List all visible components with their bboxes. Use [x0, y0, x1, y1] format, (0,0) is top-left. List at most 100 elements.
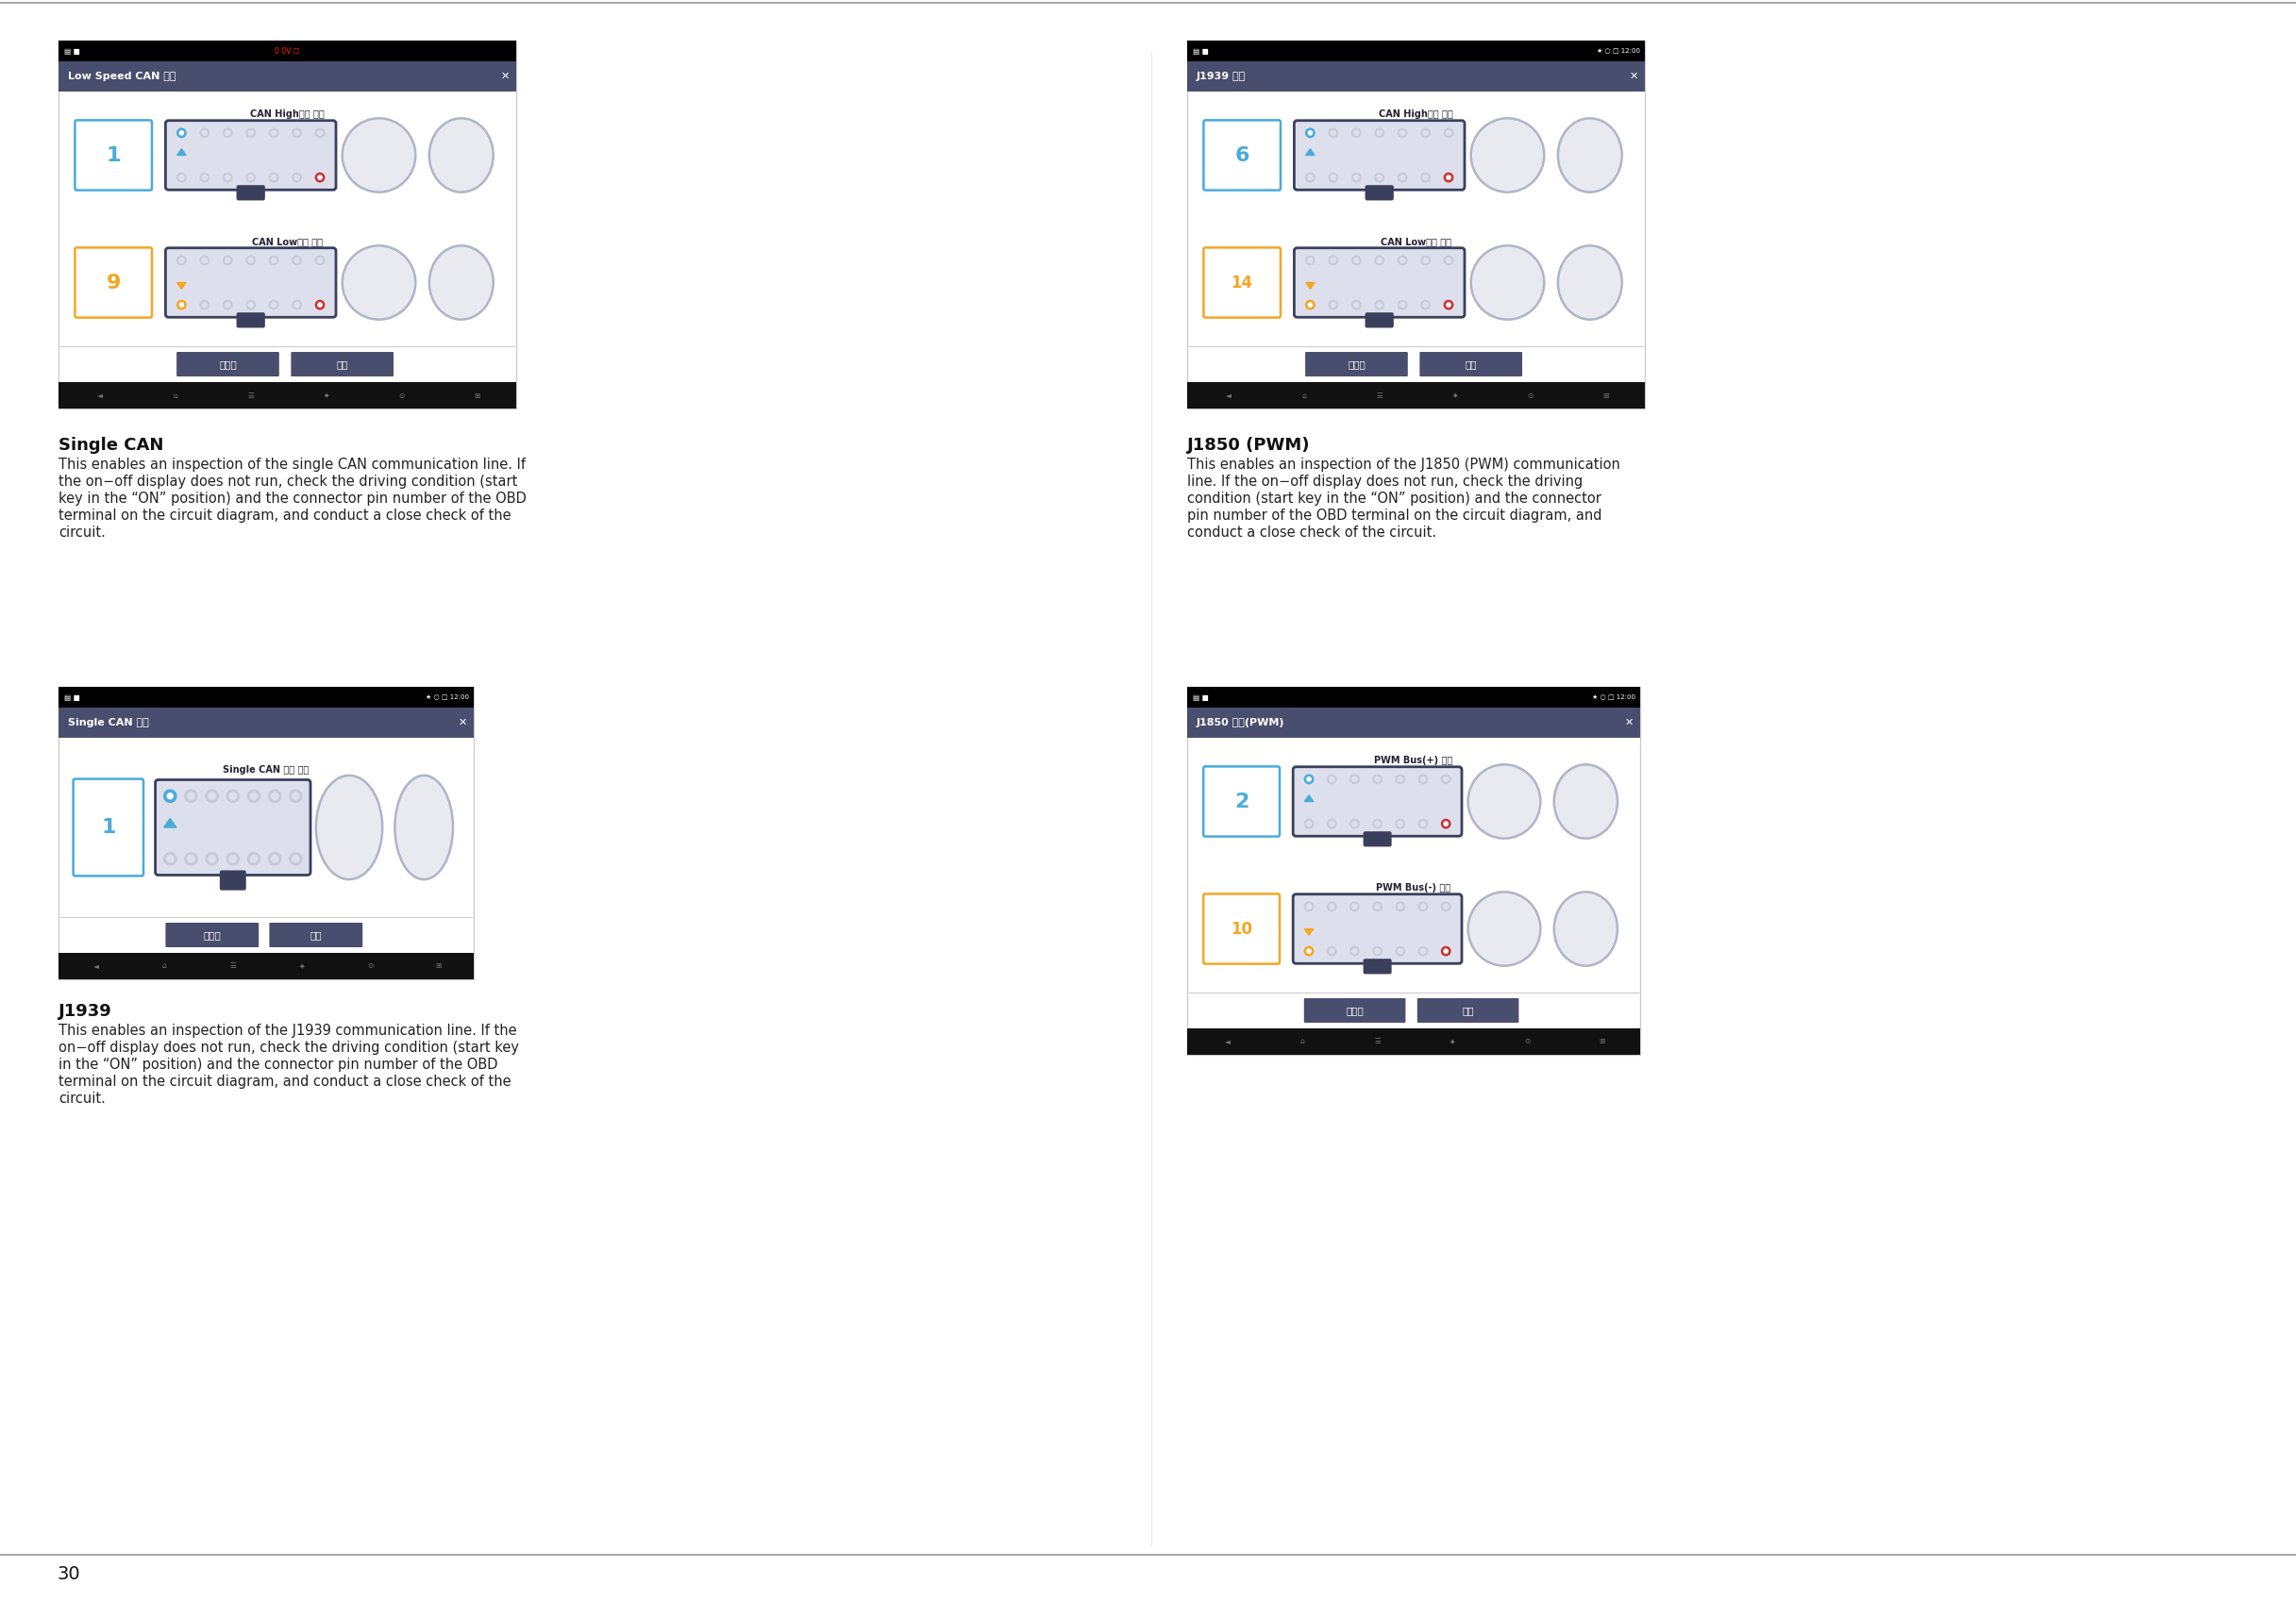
Circle shape	[315, 128, 324, 138]
Circle shape	[271, 303, 276, 308]
Text: CAN Low라인 신호: CAN Low라인 신호	[1380, 237, 1451, 247]
Text: This enables an inspection of the J1850 (PWM) communication: This enables an inspection of the J1850 …	[1187, 458, 1621, 471]
Circle shape	[248, 175, 253, 179]
Circle shape	[1329, 822, 1334, 827]
Text: 9: 9	[106, 272, 122, 292]
Circle shape	[1355, 130, 1359, 135]
Circle shape	[1375, 256, 1384, 264]
Text: Low Speed CAN 통신: Low Speed CAN 통신	[69, 72, 177, 82]
Circle shape	[1350, 902, 1359, 912]
Circle shape	[1446, 130, 1451, 135]
Circle shape	[292, 855, 298, 862]
Text: ◄: ◄	[1226, 1038, 1231, 1046]
Circle shape	[1401, 130, 1405, 135]
Text: 설정: 설정	[338, 359, 349, 368]
Circle shape	[1327, 902, 1336, 912]
Circle shape	[315, 301, 324, 309]
Circle shape	[1446, 176, 1451, 179]
Text: ✕: ✕	[1630, 72, 1637, 82]
FancyBboxPatch shape	[269, 923, 363, 947]
Circle shape	[230, 855, 236, 862]
Text: circuit.: circuit.	[57, 525, 106, 540]
Circle shape	[207, 790, 218, 803]
FancyBboxPatch shape	[165, 120, 335, 191]
Circle shape	[1373, 775, 1382, 783]
Circle shape	[1329, 948, 1334, 953]
Text: ☰: ☰	[248, 391, 255, 399]
Circle shape	[317, 303, 321, 308]
Circle shape	[1424, 258, 1428, 263]
Circle shape	[184, 790, 197, 803]
Circle shape	[1327, 819, 1336, 828]
Circle shape	[294, 258, 298, 263]
Circle shape	[1444, 301, 1453, 309]
Text: ⊞: ⊞	[436, 961, 441, 971]
Text: ◄: ◄	[1226, 391, 1231, 399]
Text: ⊞: ⊞	[1603, 391, 1609, 399]
Text: circuit.: circuit.	[57, 1091, 106, 1105]
Circle shape	[289, 790, 303, 803]
Circle shape	[1306, 173, 1316, 183]
Text: This enables an inspection of the J1939 communication line. If the: This enables an inspection of the J1939 …	[57, 1024, 517, 1038]
Circle shape	[1352, 173, 1362, 183]
Text: ◄: ◄	[94, 961, 99, 971]
FancyBboxPatch shape	[165, 923, 259, 947]
Circle shape	[163, 790, 177, 803]
Text: 2: 2	[1235, 791, 1249, 811]
Text: condition (start key in the “ON” position) and the connector: condition (start key in the “ON” positio…	[1187, 492, 1600, 506]
Ellipse shape	[1472, 245, 1545, 319]
Circle shape	[1375, 173, 1384, 183]
Circle shape	[1375, 301, 1384, 309]
Circle shape	[177, 301, 186, 309]
Circle shape	[1396, 819, 1405, 828]
Text: CAN Low라인 신호: CAN Low라인 신호	[253, 237, 324, 247]
Circle shape	[202, 130, 207, 135]
Ellipse shape	[1467, 764, 1541, 838]
Circle shape	[1352, 128, 1362, 138]
Text: Single CAN 라인 신호: Single CAN 라인 신호	[223, 766, 310, 775]
Circle shape	[1329, 904, 1334, 908]
Circle shape	[1355, 175, 1359, 179]
Circle shape	[179, 175, 184, 179]
FancyBboxPatch shape	[73, 779, 142, 876]
Text: ⊙: ⊙	[367, 961, 372, 971]
Circle shape	[225, 258, 230, 263]
Circle shape	[1444, 128, 1453, 138]
Text: conduct a close check of the circuit.: conduct a close check of the circuit.	[1187, 525, 1437, 540]
Circle shape	[202, 303, 207, 308]
Circle shape	[1421, 256, 1430, 264]
Circle shape	[1329, 256, 1339, 264]
Circle shape	[248, 790, 259, 803]
Polygon shape	[1304, 795, 1313, 801]
Circle shape	[184, 852, 197, 865]
FancyBboxPatch shape	[1203, 894, 1279, 964]
Text: ☰: ☰	[1375, 1038, 1380, 1046]
Circle shape	[248, 258, 253, 263]
Circle shape	[225, 175, 230, 179]
Circle shape	[1306, 256, 1316, 264]
Circle shape	[1306, 904, 1311, 908]
Text: Single CAN: Single CAN	[57, 437, 163, 453]
Bar	[57, 383, 517, 409]
Circle shape	[1401, 258, 1405, 263]
Circle shape	[271, 855, 278, 862]
Bar	[1187, 687, 1639, 708]
Circle shape	[1355, 258, 1359, 263]
Text: ⌂: ⌂	[1302, 391, 1306, 399]
Circle shape	[1329, 173, 1339, 183]
Text: J1850 (PWM): J1850 (PWM)	[1187, 437, 1311, 453]
Bar	[57, 40, 517, 409]
Circle shape	[248, 303, 253, 308]
Circle shape	[207, 852, 218, 865]
Text: pin number of the OBD terminal on the circuit diagram, and: pin number of the OBD terminal on the ci…	[1187, 508, 1603, 522]
Circle shape	[292, 256, 301, 264]
Circle shape	[246, 173, 255, 183]
Circle shape	[1306, 128, 1316, 138]
Circle shape	[1378, 130, 1382, 135]
Circle shape	[1329, 301, 1339, 309]
Polygon shape	[1304, 929, 1313, 936]
Circle shape	[317, 258, 321, 263]
Circle shape	[294, 130, 298, 135]
Circle shape	[1304, 819, 1313, 828]
Circle shape	[179, 131, 184, 135]
